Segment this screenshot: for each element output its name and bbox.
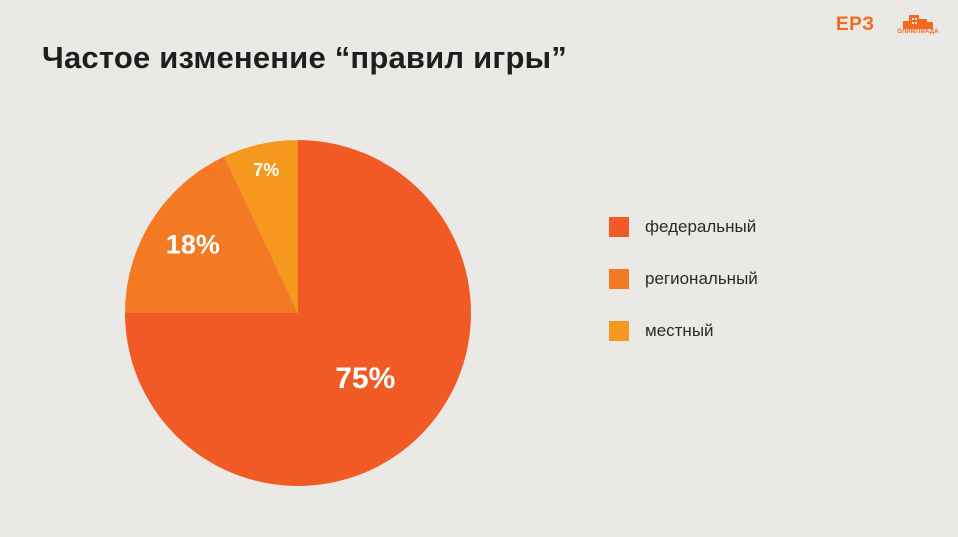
legend-item-0: федеральный [609, 214, 758, 240]
pie-slice-label-0: 75% [335, 362, 395, 395]
pie-slice-label-2: 7% [253, 160, 279, 180]
olympiad-logo: ОЛИМПИАДА [893, 13, 943, 41]
legend-item-2: местный [609, 318, 758, 344]
olympiad-logo-text: ОЛИМПИАДА [897, 29, 939, 35]
legend-swatch-1 [609, 269, 629, 289]
building-icon [903, 15, 933, 29]
epz-logo: ЕРЗ [836, 14, 875, 35]
legend-label-1: региональный [645, 269, 758, 288]
legend-swatch-2 [609, 321, 629, 341]
chart-legend: федеральный региональный местный [609, 214, 758, 370]
legend-label-2: местный [645, 321, 714, 340]
pie-slice-label-1: 18% [166, 229, 220, 259]
pie-slice-1 [125, 156, 298, 313]
slide-title: Частое изменение “правил игры” [42, 40, 567, 75]
legend-label-0: федеральный [645, 217, 757, 236]
legend-swatch-0 [609, 217, 629, 237]
pie-slice-2 [224, 140, 298, 313]
legend-item-1: региональный [609, 266, 758, 292]
